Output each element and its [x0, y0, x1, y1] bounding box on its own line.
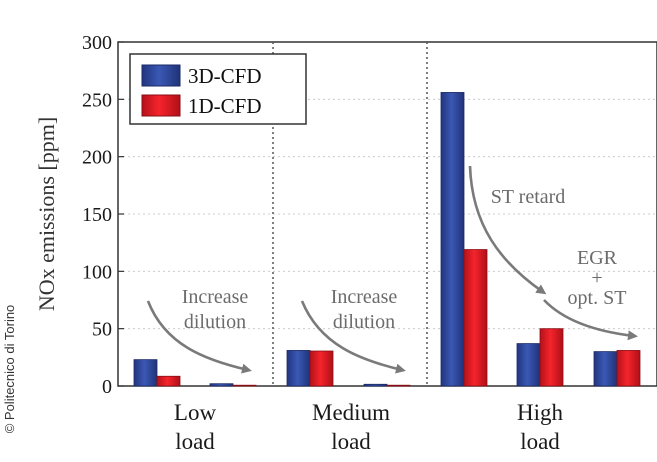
trend-arrows [146, 165, 638, 374]
group-label-line2: load [331, 429, 371, 454]
legend: 3D-CFD 1D-CFD [129, 53, 307, 125]
bar-1d-cfd [386, 384, 411, 387]
legend-label-3d: 3D-CFD [188, 64, 262, 88]
bar-1d-cfd [156, 375, 181, 387]
trend-arrow [300, 300, 406, 374]
y-tick-label: 100 [82, 261, 112, 283]
trend-arrow [146, 300, 252, 374]
bar-1d-cfd [309, 350, 334, 387]
annotation-text: + [591, 267, 602, 289]
legend-swatch-1d [141, 94, 181, 117]
bar-1d-cfd [539, 328, 564, 387]
bar-3d-cfd [363, 383, 388, 387]
y-tick-label: 200 [82, 147, 112, 169]
y-axis-ticks: 0 50 100 150 200 250 300 [82, 32, 124, 398]
group-label-line1: Medium [312, 400, 390, 425]
annotation-text: dilution [184, 311, 246, 333]
bar-3d-cfd [286, 350, 311, 387]
annotation-text: ST retard [491, 186, 566, 208]
bar-3d-cfd [133, 359, 158, 387]
y-axis-label: NOx emissions [ppm] [34, 117, 59, 311]
y-tick-label: 250 [82, 89, 112, 111]
y-tick-label: 50 [92, 319, 112, 341]
y-tick-label: 150 [82, 204, 112, 226]
annotation-text: Increase [331, 286, 398, 308]
group-label-line2: load [520, 429, 560, 454]
annotations: Increase dilution Increase dilution ST retar… [182, 186, 627, 333]
legend-label-1d: 1D-CFD [188, 94, 262, 118]
legend-swatch-3d [141, 64, 181, 87]
bar-1d-cfd [616, 350, 641, 387]
y-tick-label: 300 [82, 32, 112, 54]
y-tick-label: 0 [102, 376, 112, 398]
copyright-notice: © Politecnico di Torino [2, 305, 17, 434]
group-label-line1: High [517, 400, 564, 425]
group-separators [272, 42, 428, 386]
annotation-text: Increase [182, 286, 249, 308]
bar-3d-cfd [593, 351, 618, 387]
trend-arrow [468, 165, 547, 295]
annotation-text: dilution [333, 311, 395, 333]
bar-3d-cfd [209, 383, 234, 387]
annotation-text: EGR [577, 247, 618, 269]
trend-arrow [543, 299, 638, 341]
bar-1d-cfd [232, 384, 257, 387]
group-label-line2: load [175, 429, 215, 454]
bars [133, 92, 641, 387]
bar-1d-cfd [463, 249, 488, 387]
annotation-text: opt. ST [568, 287, 627, 309]
group-label-line1: Low [174, 400, 217, 425]
bar-3d-cfd [440, 92, 465, 387]
bar-3d-cfd [516, 343, 541, 387]
x-group-labels: Low load Medium load High load [174, 400, 564, 454]
